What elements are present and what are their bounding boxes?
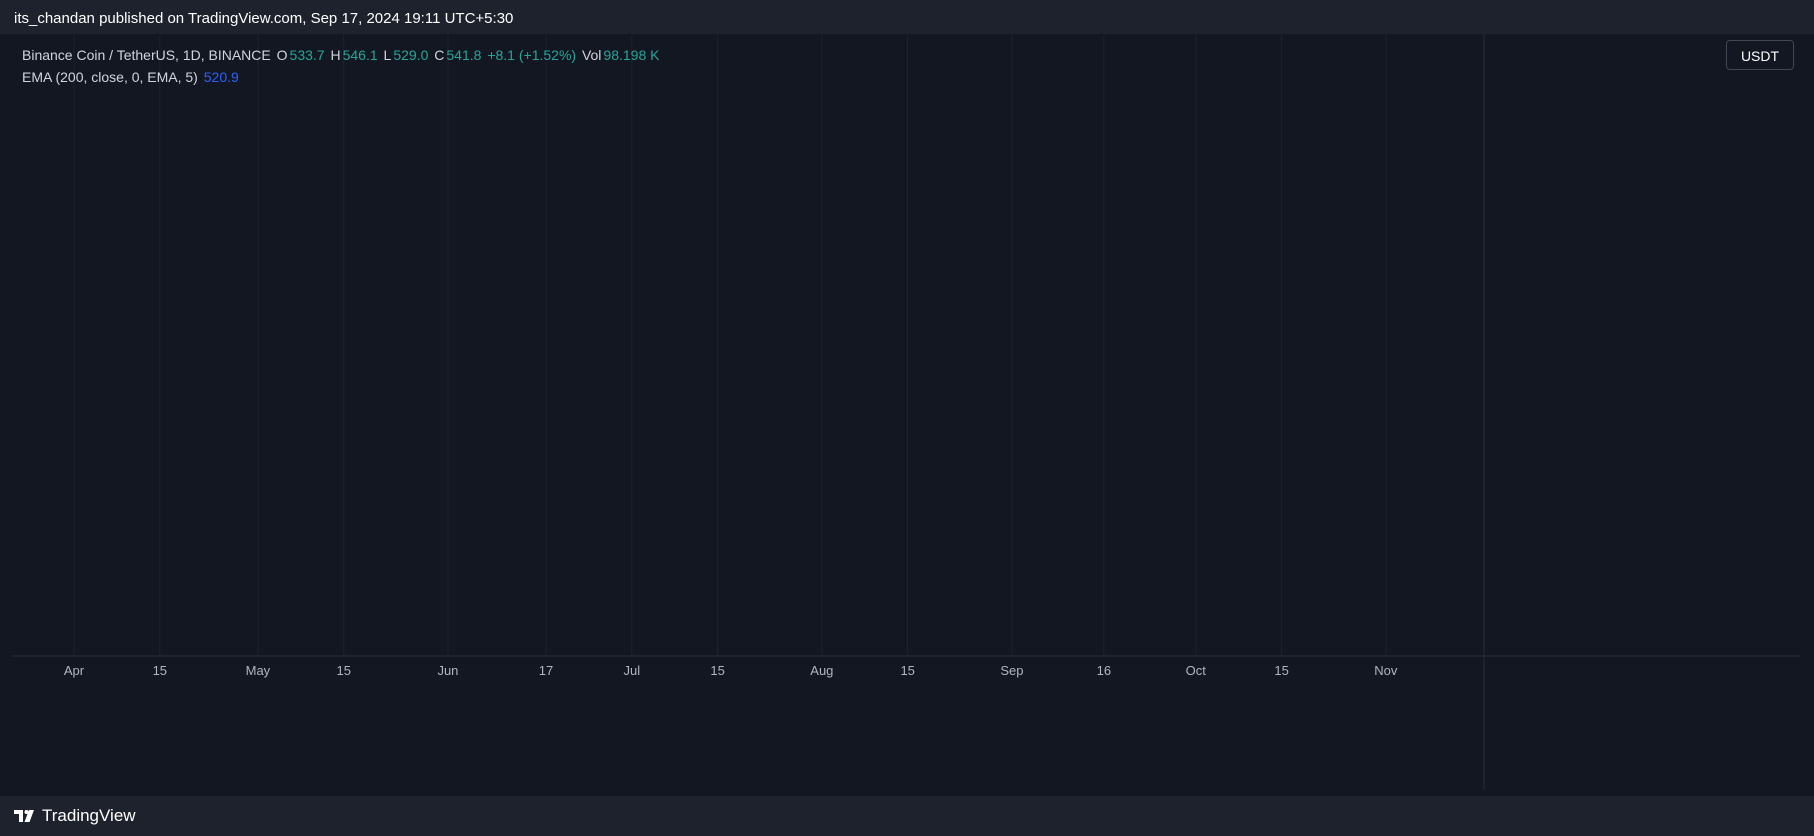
top-bar: its_chandan published on TradingView.com… bbox=[0, 0, 1814, 34]
time-axis-tick-label: 15 bbox=[336, 663, 350, 678]
time-axis-tick-label: 17 bbox=[539, 663, 553, 678]
high-value: 546.1 bbox=[342, 47, 378, 63]
time-axis-tick-label: 16 bbox=[1097, 663, 1111, 678]
low-label: L bbox=[383, 47, 392, 63]
vol-label: Vol bbox=[581, 47, 602, 63]
time-axis-tick-label: Apr bbox=[64, 663, 85, 678]
time-axis-tick-label: Jul bbox=[624, 663, 641, 678]
publisher-line: its_chandan published on TradingView.com… bbox=[14, 10, 514, 27]
ema-value: 520.9 bbox=[203, 69, 239, 85]
chart-frame[interactable]: 424.0438.0453.0469.0485.0500.0520.0540.0… bbox=[12, 34, 1800, 790]
chart-legend: Binance Coin / TetherUS, 1D, BINANCE O 53… bbox=[22, 44, 661, 88]
symbol-title[interactable]: Binance Coin / TetherUS, 1D, BINANCE bbox=[22, 47, 271, 63]
time-axis-tick-label: Nov bbox=[1374, 663, 1398, 678]
price-chart[interactable]: 424.0438.0453.0469.0485.0500.0520.0540.0… bbox=[12, 34, 1800, 790]
time-axis-tick-label: 15 bbox=[710, 663, 724, 678]
time-axis-tick-label: Sep bbox=[1000, 663, 1023, 678]
ema-legend-row: EMA (200, close, 0, EMA, 5) 520.9 bbox=[22, 66, 661, 88]
tradingview-logo-icon bbox=[14, 810, 34, 822]
close-value: 541.8 bbox=[446, 47, 482, 63]
time-axis-tick-label: Jun bbox=[437, 663, 458, 678]
time-axis-tick-label: 15 bbox=[900, 663, 914, 678]
ema-label[interactable]: EMA (200, close, 0, EMA, 5) bbox=[22, 69, 198, 85]
time-axis-tick-label: Oct bbox=[1186, 663, 1207, 678]
open-value: 533.7 bbox=[289, 47, 325, 63]
open-label: O bbox=[276, 47, 288, 63]
footer: TradingView bbox=[0, 796, 1814, 836]
time-axis-tick-label: 15 bbox=[1274, 663, 1288, 678]
close-label: C bbox=[434, 47, 445, 63]
time-axis-tick-label: May bbox=[246, 663, 271, 678]
tradingview-brand[interactable]: TradingView bbox=[14, 806, 136, 826]
high-label: H bbox=[330, 47, 341, 63]
vol-value: 98.198 K bbox=[603, 47, 660, 63]
ohlc-legend-row: Binance Coin / TetherUS, 1D, BINANCE O 53… bbox=[22, 44, 661, 66]
brand-text: TradingView bbox=[42, 806, 136, 825]
time-axis-tick-label: 15 bbox=[153, 663, 167, 678]
currency-button[interactable]: USDT bbox=[1726, 40, 1794, 70]
low-value: 529.0 bbox=[393, 47, 429, 63]
time-axis-tick-label: Aug bbox=[810, 663, 833, 678]
change-value: +8.1 (+1.52%) bbox=[487, 47, 577, 63]
